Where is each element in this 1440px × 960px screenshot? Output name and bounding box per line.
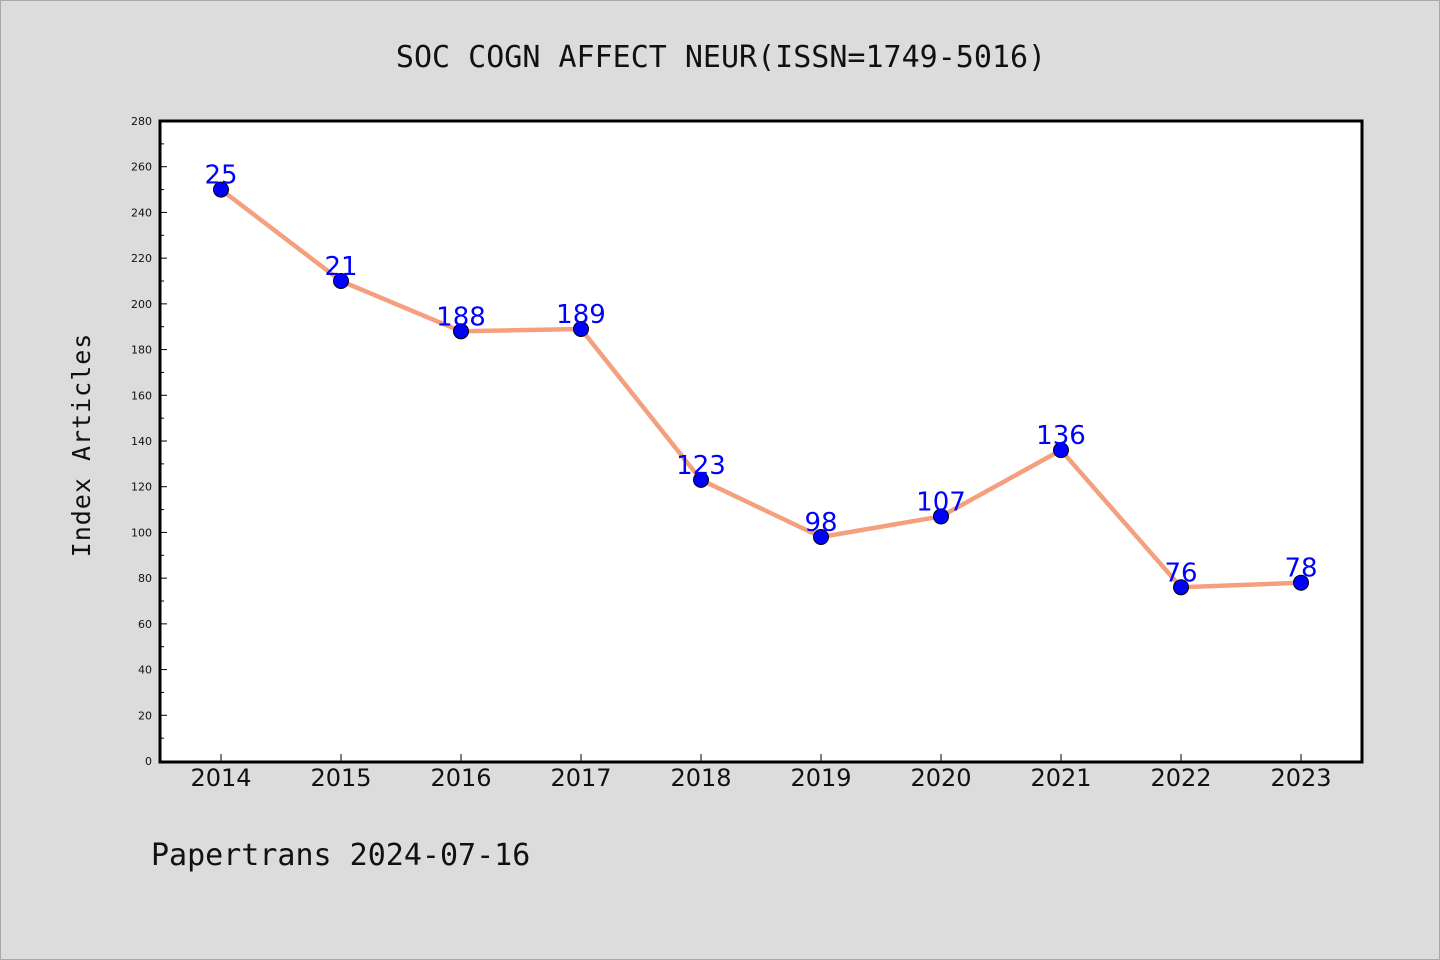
data-label: 189 <box>556 300 606 330</box>
data-label: 107 <box>916 487 966 517</box>
data-label: 98 <box>804 508 837 538</box>
y-tick-label: 220 <box>131 252 152 265</box>
y-tick-label: 240 <box>131 206 152 219</box>
y-tick-label: 200 <box>131 298 152 311</box>
data-point-marker <box>333 273 349 289</box>
chart-title: SOC COGN AFFECT NEUR(ISSN=1749-5016) <box>396 40 1046 75</box>
y-tick-label: 20 <box>138 709 152 722</box>
data-point-marker <box>1053 442 1069 459</box>
y-tick-label: 100 <box>131 526 152 539</box>
data-label: 136 <box>1036 421 1086 451</box>
data-label: 76 <box>1164 558 1197 588</box>
x-axis: 2014 2015 2016 2017 2018 2019 2020 2021 2022 2023 <box>190 754 1332 792</box>
x-tick-label: 2022 <box>1150 764 1211 792</box>
x-tick-label: 2018 <box>670 764 731 792</box>
x-tick-label: 2019 <box>790 764 851 792</box>
data-point-marker <box>213 181 229 198</box>
data-point-marker <box>573 321 589 337</box>
data-label: 188 <box>436 302 486 332</box>
data-point-marker <box>1173 579 1189 596</box>
y-axis: 0 20 40 60 80 100 120 140 160 180 200 220 240 260 280 <box>131 115 167 768</box>
data-label: 123 <box>676 451 726 481</box>
x-tick-label: 2023 <box>1270 764 1331 792</box>
y-tick-label: 120 <box>131 481 152 494</box>
plot-area <box>158 119 1364 764</box>
y-axis-label: Index Articles <box>67 333 96 558</box>
data-label: 78 <box>1284 554 1317 584</box>
data-point-marker <box>453 323 469 340</box>
data-point-marker <box>1293 574 1309 591</box>
y-tick-label: 80 <box>138 572 152 585</box>
y-tick-label: 40 <box>138 664 152 677</box>
data-point-marker <box>813 529 829 545</box>
series-line <box>218 187 1304 590</box>
data-label: 25 <box>204 161 237 191</box>
y-tick-label: 160 <box>131 389 152 402</box>
y-tick-label: 180 <box>131 344 152 357</box>
y-tick-label: 60 <box>138 618 152 631</box>
series-layer: 25 21 188 189 123 98 107 136 76 78 <box>204 161 1318 596</box>
y-tick-label: 140 <box>131 435 152 448</box>
x-tick-label: 2014 <box>190 764 251 792</box>
y-tick-label: 0 <box>145 755 152 768</box>
data-point-marker <box>933 508 949 525</box>
data-label: 21 <box>324 252 357 282</box>
footer-source-date: Papertrans 2024-07-16 <box>151 838 530 873</box>
y-tick-label: 260 <box>131 161 152 174</box>
x-tick-label: 2016 <box>430 764 491 792</box>
data-point-marker <box>693 471 709 488</box>
y-tick-label: 280 <box>131 115 152 128</box>
x-tick-label: 2015 <box>310 764 371 792</box>
x-tick-label: 2021 <box>1030 764 1091 792</box>
x-tick-label: 2017 <box>550 764 611 792</box>
x-tick-label: 2020 <box>910 764 971 792</box>
